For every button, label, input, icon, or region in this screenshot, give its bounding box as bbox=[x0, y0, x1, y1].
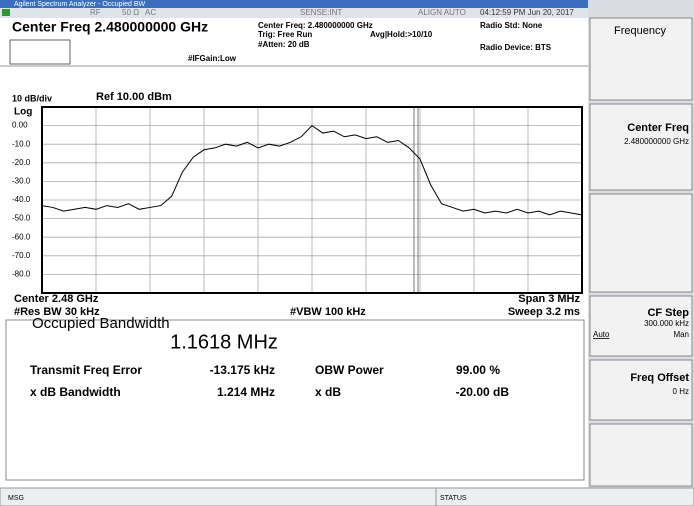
result-label: x dB Bandwidth bbox=[30, 385, 121, 399]
center-label: Center 2.48 GHz bbox=[14, 293, 99, 305]
icon bbox=[2, 9, 10, 16]
span-label: Span 3 MHz bbox=[518, 293, 580, 305]
trace bbox=[41, 124, 583, 216]
result-value: -20.00 dB bbox=[456, 385, 510, 399]
trig: Trig: Free Run bbox=[258, 30, 312, 39]
result-value: 99.00 % bbox=[456, 363, 500, 377]
softkey[interactable] bbox=[589, 423, 693, 487]
sense: SENSE:INT bbox=[300, 8, 342, 17]
y-tick-label: -60.0 bbox=[12, 232, 31, 241]
softkey-value: 2.480000000 GHz bbox=[624, 137, 689, 146]
align: ALIGN AUTO bbox=[418, 8, 466, 17]
plot-border bbox=[41, 106, 583, 294]
softkey-label: Center Freq bbox=[627, 122, 689, 134]
softkey[interactable] bbox=[589, 359, 693, 421]
sweep-label: Sweep 3.2 ms bbox=[508, 306, 580, 318]
rbw-label: #Res BW 30 kHz bbox=[14, 306, 100, 318]
softkey-option: Auto bbox=[593, 330, 610, 339]
plot: 0.00 -10.0 -20.0 -30.0 -40.0 -50.0 -60.0 -70.0 -… bbox=[12, 106, 583, 294]
center-freq: Center Freq 2.480000000 GHz bbox=[12, 19, 208, 35]
results-title: Occupied Bandwidth bbox=[32, 315, 170, 332]
window-title: Agilent Spectrum Analyzer - Occupied BW bbox=[14, 1, 146, 8]
title-bar bbox=[0, 0, 694, 8]
atten: #Atten: 20 dB bbox=[258, 40, 310, 49]
center-freq-detail: Center Freq: 2.480000000 GHz bbox=[258, 21, 373, 30]
rf: RF bbox=[90, 8, 101, 17]
scale-label: 10 dB/div bbox=[12, 93, 52, 103]
radio-device: Radio Device: BTS bbox=[480, 43, 552, 52]
softkey-label: Freq Offset bbox=[630, 372, 689, 384]
softkey-value: 0 Hz bbox=[673, 387, 689, 396]
vbw-label: #VBW 100 kHz bbox=[290, 306, 366, 318]
impedance: 50 Ω bbox=[122, 8, 139, 17]
obw-value: 1.1618 MHz bbox=[170, 331, 278, 353]
y-tick-label: -50.0 bbox=[12, 214, 31, 223]
msg: MSG bbox=[8, 495, 24, 502]
y-tick-label: -70.0 bbox=[12, 251, 31, 260]
result-value: -13.175 kHz bbox=[210, 363, 275, 377]
result-label: x dB bbox=[315, 385, 341, 399]
scale-type: Log bbox=[14, 107, 32, 118]
status-bar bbox=[0, 487, 694, 506]
softkey[interactable] bbox=[589, 103, 693, 191]
y-tick-label: 0.00 bbox=[12, 121, 28, 130]
menu-title: Frequency bbox=[614, 25, 666, 37]
if-gain: #IFGain:Low bbox=[188, 54, 237, 63]
coupling: AC bbox=[145, 8, 156, 17]
radio-std: Radio Std: None bbox=[480, 21, 543, 30]
softkey[interactable] bbox=[589, 193, 693, 293]
y-tick-label: -10.0 bbox=[12, 139, 31, 148]
datetime: 04:12:59 PM Jun 20, 2017 bbox=[480, 8, 574, 17]
y-tick-label: -40.0 bbox=[12, 195, 31, 204]
status-row bbox=[0, 8, 588, 18]
softkey-label: CF Step bbox=[647, 307, 689, 319]
y-tick-label: -20.0 bbox=[12, 158, 31, 167]
y-tick-label: -30.0 bbox=[12, 177, 31, 186]
y-tick-label: -80.0 bbox=[12, 270, 31, 279]
result-value: 1.214 MHz bbox=[217, 385, 275, 399]
avg-hold: Avg|Hold:>10/10 bbox=[370, 30, 433, 39]
result-label: Transmit Freq Error bbox=[30, 363, 142, 377]
menu-title-box bbox=[589, 17, 693, 101]
entry-box bbox=[9, 39, 71, 65]
result-label: OBW Power bbox=[315, 363, 384, 377]
status: STATUS bbox=[440, 495, 467, 502]
results-panel bbox=[5, 319, 585, 481]
ref-label: Ref 10.00 dBm bbox=[96, 91, 172, 103]
softkey[interactable] bbox=[589, 295, 693, 357]
softkey-value: 300.000 kHz bbox=[644, 319, 689, 328]
softkey-option: Man bbox=[673, 330, 689, 339]
